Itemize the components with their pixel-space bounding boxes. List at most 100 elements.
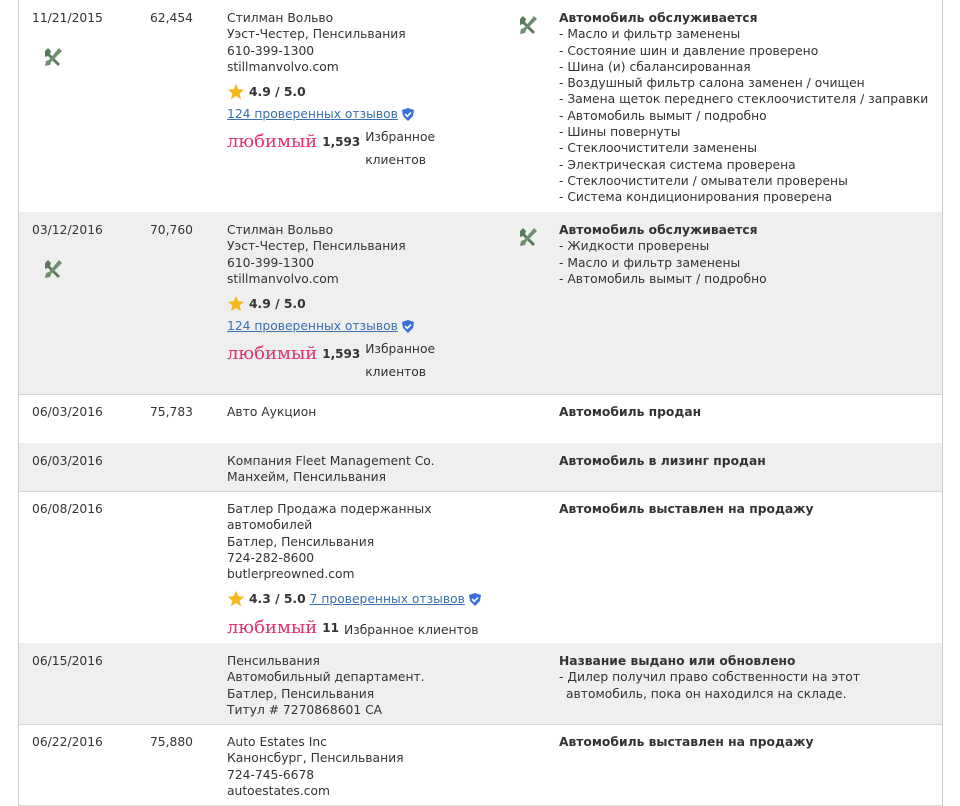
source-line: Уэст-Честер, Пенсильвания <box>227 27 406 42</box>
comment-item: - Электрическая система проверена <box>559 157 796 172</box>
comment-item: - Жидкости проверены <box>559 239 710 254</box>
source: Авто Аукцион <box>227 404 497 420</box>
source: Стилман Вольво Уэст-Честер, Пенсильвания 6… <box>227 10 497 172</box>
reviews-link[interactable]: 124 проверенных отзывов <box>227 107 398 122</box>
source-line: stillmanvolvo.com <box>227 59 339 74</box>
comment-item: - Масло и фильтр заменены <box>559 255 741 270</box>
wrench-icon <box>45 260 62 278</box>
source-line: stillmanvolvo.com <box>227 271 339 286</box>
comment-item: - Шины повернуты <box>559 125 681 140</box>
source-line: Стилман Вольво <box>227 223 334 237</box>
source-line: Канонсбург, Пенсильвания <box>227 751 404 766</box>
comments: Автомобиль обслуживается - Масло и фильтр… <box>559 10 929 206</box>
source: Пенсильвания Автомобильный департамент. Ба… <box>227 653 497 718</box>
source-line: 610-399-1300 <box>227 255 315 270</box>
comment-title: Автомобиль выставлен на продажу <box>559 502 814 516</box>
source-line: 610-399-1300 <box>227 43 315 58</box>
service-icon <box>517 226 539 252</box>
favorite: любимый 1,593 Избранное клиентов <box>227 126 497 172</box>
source-line: Пенсильвания <box>227 654 320 668</box>
source: Стилман Вольво Уэст-Честер, Пенсильвания 6… <box>227 222 497 384</box>
rating-value: 4.3 / 5.0 <box>249 592 306 607</box>
comments: Автомобиль выставлен на продажу <box>559 501 929 517</box>
comments: Автомобиль обслуживается - Жидкости прове… <box>559 222 929 287</box>
favorite-label: Избранное клиентов <box>343 623 479 638</box>
comment-item: - Стеклоочистители / омыватели проверены <box>559 173 848 188</box>
wrench-icon <box>520 228 537 246</box>
history-row: 06/08/2016 Батлер Продажа подержанных авт… <box>19 491 942 644</box>
favorite-label: Избранное клиентов <box>365 342 436 380</box>
rating-value: 4.9 / 5.0 <box>249 85 306 100</box>
date: 06/08/2016 <box>32 502 103 516</box>
source-line: Компания Fleet Management Co. <box>227 454 435 468</box>
date: 06/03/2016 <box>32 454 103 468</box>
source-line: Батлер Продажа подержанных автомобилей <box>227 502 432 533</box>
comment-item: - Система кондиционирования проверена <box>559 190 833 205</box>
favorite-word: любимый <box>227 343 318 365</box>
history-row: 06/03/2016 Компания Fleet Management Co. М… <box>19 443 942 492</box>
favorite-count: 1,593 <box>322 135 361 150</box>
service-icon <box>42 46 64 72</box>
comments: Название выдано или обновлено - Дилер пол… <box>559 653 929 702</box>
star-icon <box>227 84 245 100</box>
source-line: Уэст-Честер, Пенсильвания <box>227 239 406 254</box>
favorite: любимый 1,593 Избранное клиентов <box>227 338 497 384</box>
comment-item: - Шина (и) сбалансированная <box>559 59 751 74</box>
source-line: 724-745-6678 <box>227 767 315 782</box>
comment-item: - Стеклоочистители заменены <box>559 141 757 156</box>
wrench-icon <box>520 16 537 34</box>
service-icon <box>517 14 539 40</box>
comment-item: - Масло и фильтр заменены <box>559 27 741 42</box>
history-row: 11/21/2015 62,454 Стилман Вольво Уэст-Честе… <box>19 0 942 213</box>
mileage: 70,760 <box>149 223 193 237</box>
date: 11/21/2015 <box>32 11 103 25</box>
reviews-line: 124 проверенных отзывов <box>227 318 497 334</box>
reviews-link[interactable]: 7 проверенных отзывов <box>309 592 465 607</box>
verified-icon <box>401 107 414 121</box>
source-line: Автомобильный департамент. <box>227 670 425 685</box>
date: 06/22/2016 <box>32 735 103 749</box>
date: 06/15/2016 <box>32 654 103 668</box>
date: 06/03/2016 <box>32 405 103 419</box>
rating: 4.9 / 5.0 <box>227 295 497 313</box>
comment-item: - Состояние шин и давление проверено <box>559 43 819 58</box>
comments: Автомобиль в лизинг продан <box>559 453 929 469</box>
mileage: 75,880 <box>149 735 193 749</box>
history-row: 06/22/2016 75,880 Auto Estates Inc Канонсбу… <box>19 724 942 806</box>
mileage: 62,454 <box>149 11 193 25</box>
favorite-count: 1,593 <box>322 347 361 362</box>
source-line: Авто Аукцион <box>227 405 317 419</box>
history-row: 06/03/2016 75,783 Авто Аукцион Автомобиль п… <box>19 394 942 444</box>
mileage: 75,783 <box>149 405 193 419</box>
history-table: 11/21/2015 62,454 Стилман Вольво Уэст-Честе… <box>18 0 943 806</box>
wrench-icon <box>45 48 62 66</box>
reviews-line: 124 проверенных отзывов <box>227 106 497 122</box>
source: Батлер Продажа подержанных автомобилей Ба… <box>227 501 497 638</box>
service-icon <box>42 258 64 284</box>
comment-title: Автомобиль продан <box>559 405 702 419</box>
source-line: Батлер, Пенсильвания <box>227 534 375 549</box>
source-line: Титул # 7270868601 CA <box>227 702 383 717</box>
rating: 4.3 / 5.0 7 проверенных отзывов <box>227 590 497 608</box>
rating: 4.9 / 5.0 <box>227 83 497 101</box>
history-row: 03/12/2016 70,760 Стилман Вольво Уэст-Честе… <box>19 212 942 395</box>
favorite-word: любимый <box>227 617 318 639</box>
source-line: butlerpreowned.com <box>227 567 355 582</box>
comment-item: - Замена щеток переднего стеклоочистител… <box>559 92 929 107</box>
source: Компания Fleet Management Co. Манхейм, Пе… <box>227 453 497 486</box>
comment-item: - Воздушный фильтр салона заменен / очищ… <box>559 76 865 91</box>
comment-title: Автомобиль обслуживается <box>559 223 758 237</box>
verified-icon <box>468 592 481 606</box>
star-icon <box>227 591 245 607</box>
verified-icon <box>401 319 414 333</box>
source-line: Стилман Вольво <box>227 11 334 25</box>
comment-item: - Дилер получил право собственности на э… <box>559 670 860 701</box>
favorite-label: Избранное клиентов <box>365 130 436 168</box>
reviews-link[interactable]: 124 проверенных отзывов <box>227 319 398 334</box>
star-icon <box>227 296 245 312</box>
source-line: Auto Estates Inc <box>227 735 327 749</box>
comments: Автомобиль выставлен на продажу <box>559 734 929 750</box>
favorite-word: любимый <box>227 131 318 153</box>
history-row: 06/15/2016 Пенсильвания Автомобильный депа… <box>19 643 942 725</box>
favorite-count: 11 <box>322 621 339 636</box>
